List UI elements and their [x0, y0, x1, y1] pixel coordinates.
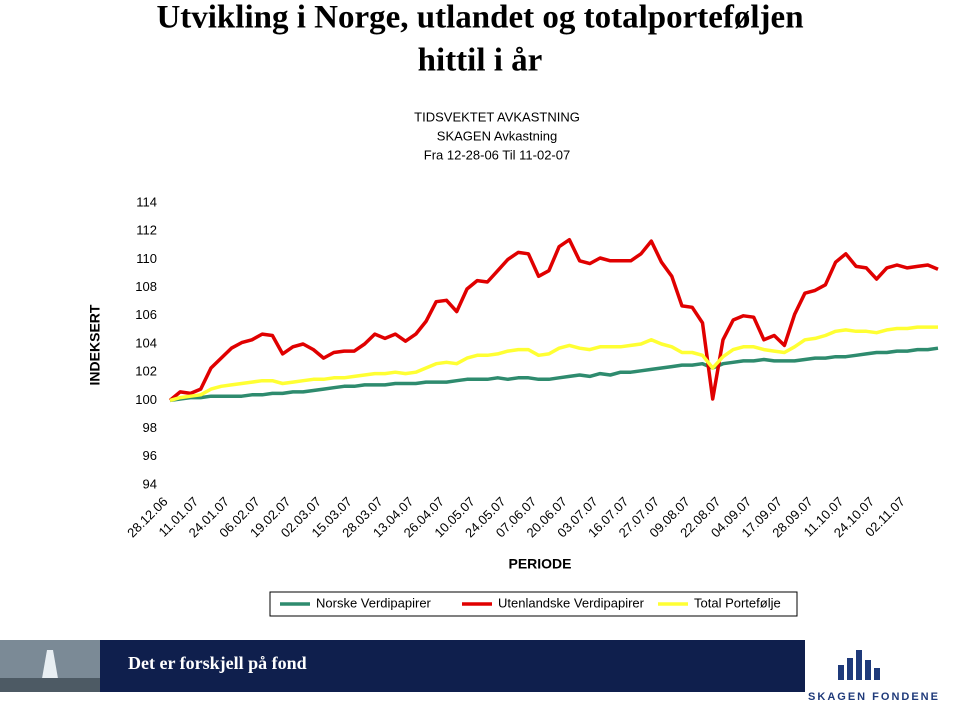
chart-title: SKAGEN Avkastning	[437, 128, 557, 143]
y-tick-label: 94	[143, 476, 157, 491]
legend-box	[269, 591, 798, 617]
line-series	[169, 325, 938, 403]
y-tick-label: 104	[135, 335, 157, 350]
slide-title: hittil i år	[418, 43, 543, 79]
chart-title: Fra 12-28-06 Til 11-02-07	[424, 147, 570, 162]
y-tick-label: 106	[135, 307, 157, 322]
y-tick-label: 102	[135, 364, 157, 379]
y-tick-label: 112	[136, 223, 157, 238]
footer-bar	[100, 640, 805, 692]
line-series	[168, 237, 939, 402]
y-tick-label: 100	[135, 392, 157, 407]
footer-text: Det er forskjell på fond	[128, 653, 307, 673]
y-tick-label: 114	[136, 194, 157, 209]
y-tick-label: 108	[135, 279, 157, 294]
legend-label: Total Portefølje	[694, 595, 781, 610]
rocks	[0, 678, 100, 692]
legend: Norske Verdipapirer Utenlandske Verdipapi…	[280, 595, 781, 610]
line-series	[169, 346, 939, 403]
legend-label: Utenlandske Verdipapirer	[498, 595, 645, 610]
y-axis-label: INDEKSERT	[87, 304, 103, 385]
x-axis-label: PERIODE	[508, 556, 571, 572]
y-tick-label: 98	[143, 420, 157, 435]
chart-title: TIDSVEKTET AVKASTNING	[414, 109, 580, 124]
y-tick-label: 110	[136, 251, 157, 266]
y-tick-label: 96	[143, 448, 157, 463]
logo-text: SKAGEN FONDENE	[808, 691, 940, 703]
logo-mark	[838, 650, 880, 680]
slide-title: Utvikling i Norge, utlandet og totalport…	[156, 0, 803, 36]
legend-label: Norske Verdipapirer	[316, 595, 432, 610]
